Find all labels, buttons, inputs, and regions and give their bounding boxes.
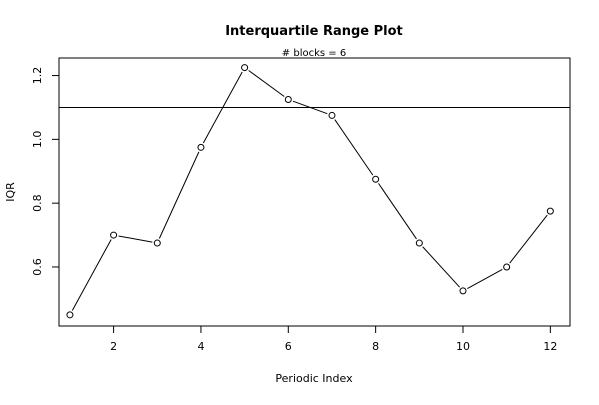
plot-frame (58, 57, 571, 327)
chart-subtitle: # blocks = 6 (282, 48, 346, 59)
x-tick-label: 8 (372, 340, 379, 353)
x-tick-label: 4 (197, 340, 204, 353)
series-segment (509, 214, 548, 264)
x-tick-label: 6 (285, 340, 292, 353)
x-tick-label: 2 (110, 340, 117, 353)
series-segment (378, 183, 417, 240)
data-point (241, 64, 249, 72)
y-tick-label: 0.6 (31, 258, 44, 276)
data-point (153, 239, 161, 247)
y-axis-label: IQR (4, 182, 17, 202)
data-point (66, 311, 74, 319)
series-segment (334, 119, 374, 176)
series-segment (248, 70, 285, 97)
data-point (546, 207, 554, 215)
x-tick-label: 12 (543, 340, 557, 353)
data-point (284, 95, 292, 103)
series-segment (292, 100, 328, 115)
x-axis-label: Periodic Index (275, 372, 353, 385)
y-tick-label: 0.8 (31, 194, 44, 212)
series-segment (202, 71, 243, 144)
data-point (503, 263, 511, 271)
series-segment (158, 151, 200, 239)
x-axis: 2 4 6 8 10 12 (110, 325, 557, 353)
y-tick-label: 1.0 (31, 131, 44, 149)
data-point (110, 231, 118, 239)
data-point (328, 111, 336, 119)
x-tick-label: 10 (456, 340, 470, 353)
data-point (372, 175, 380, 183)
series-layer (66, 64, 554, 319)
data-point (197, 143, 205, 151)
chart-title: Interquartile Range Plot (225, 24, 403, 39)
series-segment (71, 239, 112, 311)
series-segment (118, 235, 153, 243)
series-segment (422, 246, 460, 288)
series-segment (467, 268, 503, 289)
y-axis: 0.6 0.8 1.0 1.2 (31, 67, 60, 276)
y-tick-label: 1.2 (31, 67, 44, 85)
data-point (459, 287, 467, 295)
data-point (415, 239, 423, 247)
